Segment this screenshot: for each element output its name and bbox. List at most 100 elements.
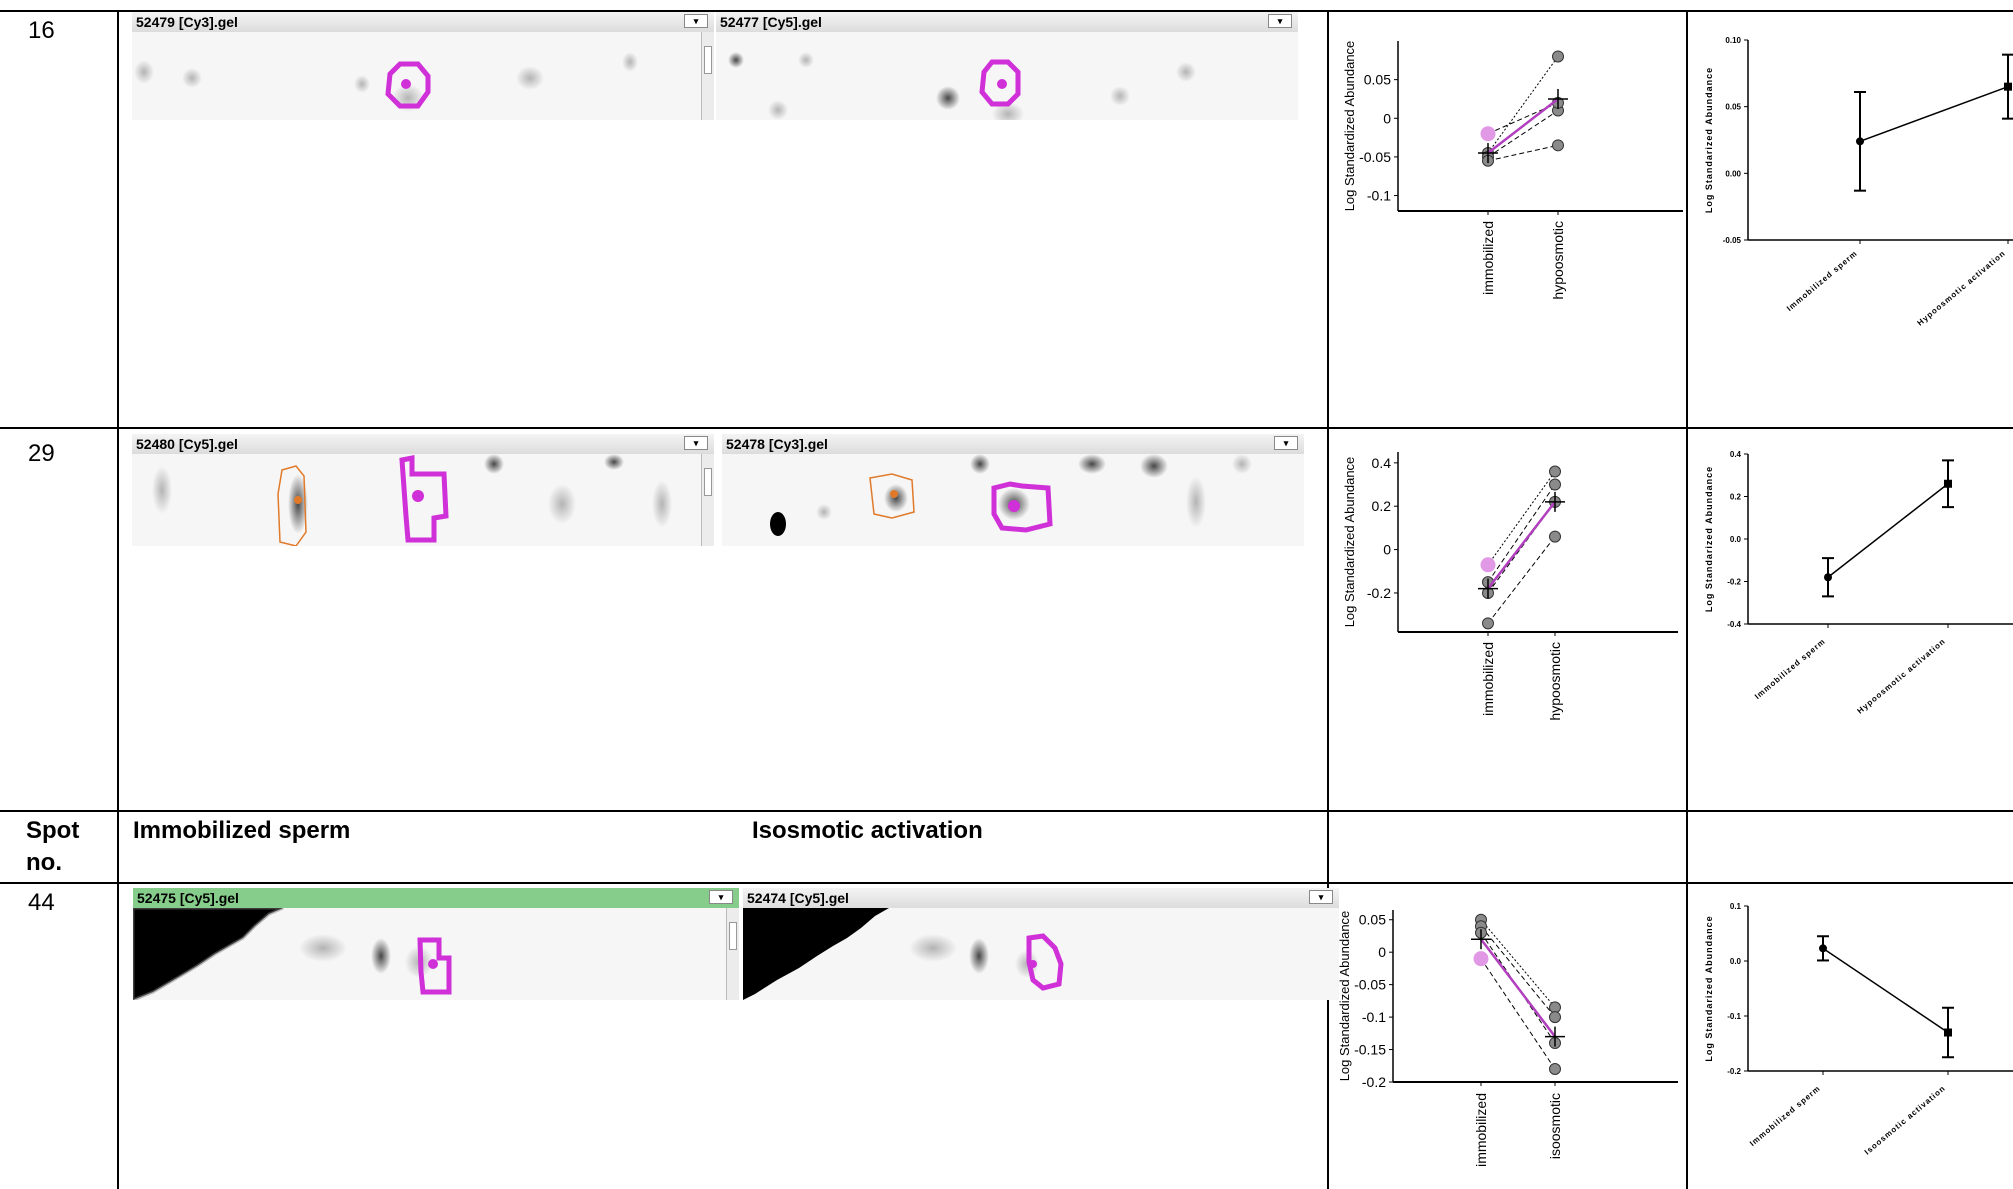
gel-titlebar[interactable]: 52480 [Cy5].gel ▾ [132,434,714,455]
y-tick-label: -0.1 [1367,188,1391,204]
spot-number-29: 29 [28,440,55,467]
mean-connecting-line [1822,947,1949,1034]
gel-image [722,454,1304,546]
table-row-sep3 [0,882,2013,884]
gel-scrollbar[interactable] [726,908,739,1000]
gel-spot-map [133,908,452,1000]
gel-spot-map [743,908,1064,1000]
y-tick-label: -0.1 [1362,1009,1386,1025]
y-tick-label: -0.2 [1727,1067,1741,1076]
data-point [1473,951,1489,967]
pair-line [1480,919,1556,1008]
y-tick-label: 0 [1383,542,1391,558]
gel-dropdown-button[interactable]: ▾ [684,14,708,28]
mean-connecting-line [1827,483,1949,578]
y-tick-label: -0.2 [1362,1074,1386,1090]
category-label: Immobilized sperm [1785,249,1859,313]
spot-number-16: 16 [28,17,55,44]
mean-point [1824,573,1832,582]
y-axis-label: Log Standarized Abundance [1704,67,1714,213]
gel-title: 52478 [Cy3].gel [726,436,828,452]
y-tick-label: 0.4 [1372,455,1392,471]
data-point [1482,617,1494,630]
gel-dropdown-button[interactable]: ▾ [1309,890,1333,904]
gel-panel-44-b[interactable]: 52474 [Cy5].gel ▾ [743,888,1339,1000]
y-tick-label: -0.05 [1723,236,1742,245]
gel-panel-29-a[interactable]: 52480 [Cy5].gel ▾ [132,434,714,546]
y-tick-label: -0.1 [1727,1012,1741,1021]
table-row-sep1 [0,427,2013,429]
y-tick-label: 0 [1383,110,1391,126]
dia-plot-spot-16: 0.05 0 -0.05 -0.1 Log Standardized Abundance… [1342,41,1683,300]
category-label: immobilized [1473,1093,1489,1167]
gel-panel-16-b[interactable]: 52477 [Cy5].gel ▾ [716,12,1298,120]
gel-image [743,908,1339,1000]
pair-line [1487,501,1556,594]
y-tick-label: -0.2 [1727,578,1741,587]
group-header-isosmotic: Isosmotic activation [752,817,983,844]
mean-error-plot-spot-16: 0.10 0.05 0.00 -0.05 Log Standarized Abundan… [1704,36,2013,328]
group-header-immobilized: Immobilized sperm [133,817,351,844]
gel-scroll-thumb[interactable] [729,922,737,950]
mean-point [1819,944,1827,953]
y-tick-label: -0.4 [1727,620,1741,629]
gel-scroll-thumb[interactable] [704,46,712,74]
gel-titlebar[interactable]: 52478 [Cy3].gel ▾ [722,434,1304,455]
table-row-sep2 [0,810,2013,812]
category-label: immobilized [1480,642,1496,716]
data-point [1549,1063,1561,1076]
mean-point [1944,479,1952,488]
pair-line [1487,484,1556,583]
y-tick-label: 0.00 [1725,169,1741,178]
y-tick-label: 0.10 [1725,36,1741,45]
mean-line [1487,97,1559,155]
data-point [1552,50,1564,63]
pair-line [1487,110,1559,158]
category-label: immobilized [1480,221,1496,295]
mean-point [2004,82,2012,91]
gel-image [716,32,1298,120]
gel-dropdown-button[interactable]: ▾ [1268,14,1292,28]
gel-dropdown-button[interactable]: ▾ [684,436,708,450]
data-point [1549,478,1561,491]
y-tick-label: 0.1 [1730,902,1742,911]
gel-titlebar[interactable]: 52474 [Cy5].gel ▾ [743,888,1339,909]
gel-panel-29-b[interactable]: 52478 [Cy3].gel ▾ [722,434,1304,546]
category-label: Immobilized sperm [1753,637,1827,701]
y-axis-label: Log Standardized Abundance [1337,911,1352,1082]
y-tick-label: -0.2 [1367,585,1391,601]
pair-line [1487,144,1559,162]
gel-titlebar[interactable]: 52477 [Cy5].gel ▾ [716,12,1298,33]
pair-line [1487,536,1556,624]
gel-titlebar-selected[interactable]: 52475 [Cy5].gel ▾ [133,888,739,909]
gel-panel-44-a[interactable]: 52475 [Cy5].gel ▾ [133,888,739,1000]
gel-title: 52480 [Cy5].gel [136,436,238,452]
data-point [1549,530,1561,543]
pair-line [1480,925,1556,1018]
data-point [1549,1011,1561,1024]
y-tick-label: 0 [1378,944,1386,960]
gel-scrollbar[interactable] [701,32,714,120]
gel-titlebar[interactable]: 52479 [Cy3].gel ▾ [132,12,714,33]
mean-line [1487,501,1556,590]
gel-spot-map [728,52,1196,120]
gel-scrollbar[interactable] [701,454,714,546]
gel-scroll-thumb[interactable] [704,468,712,496]
gel-dropdown-button[interactable]: ▾ [1274,436,1298,450]
y-axis-label: Log Standardized Abundance [1342,41,1357,212]
gel-panel-16-a[interactable]: 52479 [Cy3].gel ▾ [132,12,714,120]
dia-plot-spot-29: 0.4 0.2 0 -0.2 Log Standardized Abundance imm… [1342,452,1678,721]
y-tick-label: 0.05 [1725,103,1741,112]
spot-no-header-line2: no. [26,849,62,876]
data-point [1549,465,1561,478]
data-point [1480,126,1496,142]
y-axis-label: Log Standarized Abundance [1704,466,1714,612]
y-tick-label: 0.2 [1730,493,1742,502]
pair-line [1480,958,1556,1070]
table-border-mid1 [1327,10,1329,1189]
y-tick-label: 0.4 [1730,450,1742,459]
gel-image [132,32,702,120]
y-tick-label: 0.05 [1359,912,1386,928]
category-label: hypoosmotic [1550,221,1566,300]
gel-dropdown-button[interactable]: ▾ [709,890,733,904]
